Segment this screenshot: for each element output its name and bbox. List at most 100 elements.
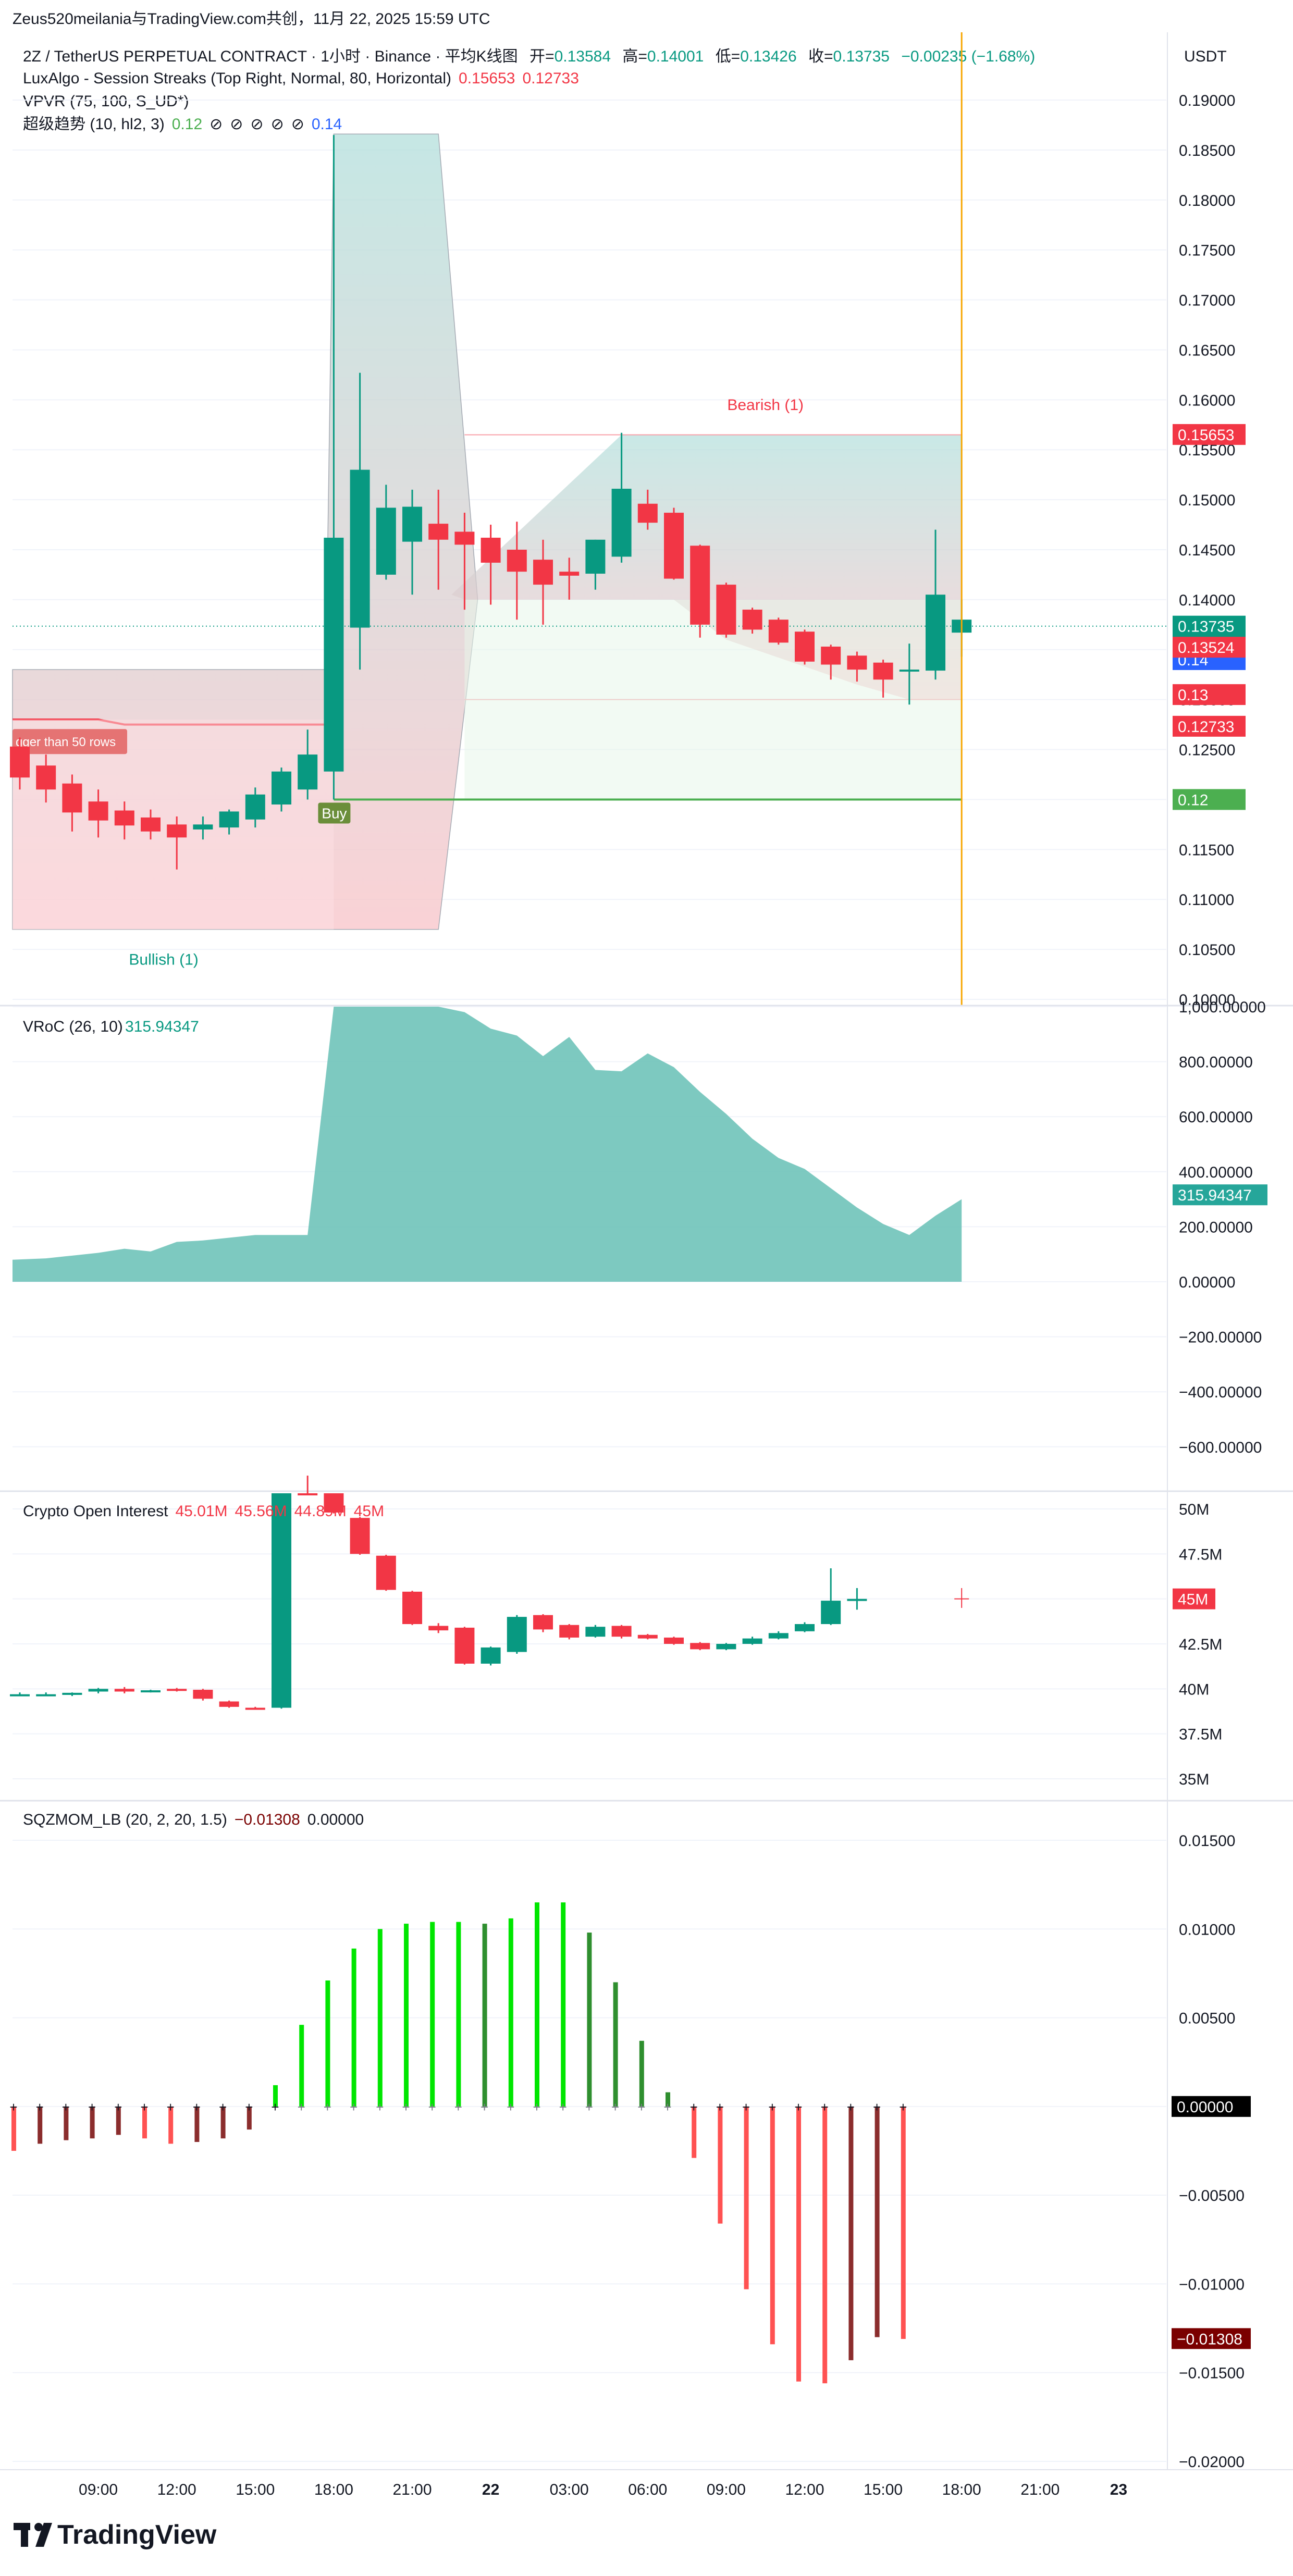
- oi-candle: [847, 1588, 867, 1610]
- oi-candle-body: [219, 1701, 239, 1707]
- squeeze-dot: +: [899, 2099, 907, 2115]
- vroc-tick-label: −400.00000: [1179, 1384, 1262, 1401]
- open-interest-pane[interactable]: 50M 47.5M 45M 42.5M 40M 37.5M 35M Crypto Open I…: [0, 1476, 1293, 1802]
- sqz-value: −0.01308: [235, 1811, 300, 1828]
- bearish-streak-label: Bearish (1): [727, 397, 804, 414]
- indicator-legend-2: 超级趋势 (10, hl2, 3) 0.12 ⊘ ⊘ ⊘ ⊘ ⊘ 0.14: [23, 116, 342, 133]
- price-badge-text: 0.13524: [1178, 639, 1234, 657]
- squeeze-bar: [613, 1982, 618, 2107]
- candle-body: [114, 810, 134, 826]
- squeeze-dot: +: [88, 2099, 96, 2115]
- oi-candle: [507, 1615, 527, 1654]
- candle-body: [795, 631, 815, 662]
- oi-candle-body: [62, 1692, 82, 1695]
- oi-candle-body: [376, 1555, 396, 1590]
- vroc-tick-label: −600.00000: [1179, 1439, 1262, 1456]
- open-label: 开=: [529, 48, 555, 65]
- candle: [481, 525, 501, 605]
- candle: [350, 373, 370, 670]
- squeeze-dot: +: [402, 2099, 410, 2115]
- squeeze-bar: [168, 2106, 174, 2144]
- squeeze-dot: +: [114, 2099, 122, 2115]
- squeeze-dot: +: [219, 2099, 227, 2115]
- vroc-tick-label: 400.00000: [1179, 1164, 1253, 1181]
- oi-candle: [167, 1688, 187, 1692]
- close-label: 收=: [808, 48, 833, 65]
- indicator-value: ⊘: [291, 116, 304, 133]
- currency-label[interactable]: USDT: [1184, 48, 1227, 65]
- squeeze-dot: +: [9, 2099, 17, 2115]
- candle-body: [428, 524, 449, 540]
- oi-candle: [664, 1637, 684, 1645]
- sqz-value: 0.00000: [307, 1811, 364, 1828]
- squeeze-bar: [718, 2106, 723, 2224]
- price-tick-label: 0.11000: [1179, 891, 1234, 909]
- squeeze-bar: [64, 2106, 69, 2140]
- oi-candle: [559, 1624, 580, 1640]
- sqz-tick-label: −0.02000: [1179, 2454, 1245, 2471]
- oi-candle: [402, 1591, 422, 1625]
- candle-body: [873, 662, 893, 680]
- price-tick-label: 0.19000: [1179, 92, 1235, 109]
- bullish-streak-label: Bullish (1): [129, 951, 198, 968]
- oi-candle: [219, 1700, 239, 1708]
- candle-body: [402, 506, 422, 542]
- candle-body: [272, 771, 291, 805]
- oi-tick-label: 50M: [1179, 1501, 1209, 1518]
- candle-body: [768, 620, 789, 643]
- squeeze-dot: +: [271, 2099, 279, 2115]
- oi-candle: [716, 1643, 736, 1651]
- oi-candle-body: [637, 1634, 658, 1639]
- oi-candle: [376, 1555, 396, 1591]
- candle: [141, 809, 161, 840]
- candle-body: [847, 655, 867, 670]
- squeeze-bar: [38, 2106, 43, 2144]
- vroc-pane[interactable]: 1,000.00000 800.00000 600.00000 400.00000 20…: [0, 999, 1293, 1492]
- candle: [324, 135, 344, 800]
- candle: [559, 558, 580, 600]
- candle: [428, 489, 449, 590]
- squeeze-dot: +: [611, 2099, 619, 2115]
- oi-candle: [324, 1493, 344, 1514]
- sqz-tick-label: −0.01000: [1179, 2276, 1245, 2293]
- oi-candle: [611, 1625, 632, 1639]
- squeeze-dot: +: [873, 2099, 881, 2115]
- sqz-tick-label: 0.01000: [1179, 1921, 1235, 1938]
- buy-label: Buy: [322, 805, 347, 821]
- symbol-line[interactable]: 2Z / TetherUS PERPETUAL CONTRACT · 1小时 ·…: [23, 48, 1035, 65]
- candle: [62, 774, 82, 832]
- oi-candle-body: [298, 1493, 318, 1495]
- squeeze-dot: +: [454, 2099, 462, 2115]
- time-tick-label: 21:00: [1020, 2481, 1060, 2498]
- squeeze-bar: [639, 2040, 644, 2107]
- squeeze-bar: [875, 2106, 880, 2337]
- oi-badge: [1173, 1588, 1215, 1609]
- candle: [219, 809, 239, 835]
- candle: [768, 617, 789, 645]
- candle: [10, 737, 30, 790]
- oi-candle-body: [36, 1694, 56, 1696]
- oi-candle-body: [245, 1707, 265, 1710]
- candle-body: [637, 503, 658, 523]
- oi-candle: [637, 1634, 658, 1640]
- oi-candle: [481, 1646, 501, 1666]
- price-pane[interactable]: 0.19000 0.18500 0.18000 0.17500 0.17000 0.165…: [0, 32, 1293, 1009]
- price-tick-label: 0.18000: [1179, 192, 1235, 209]
- oi-candle: [533, 1614, 553, 1632]
- squeeze-dot: +: [62, 2099, 70, 2115]
- oi-candle: [193, 1689, 213, 1701]
- squeeze-momentum-pane[interactable]: 0.01500 0.01000 0.00500 0.00000 −0.00500 −0.0…: [9, 1811, 1251, 2471]
- price-tick-label: 0.16000: [1179, 392, 1235, 409]
- candle-body: [611, 489, 632, 557]
- candle: [873, 659, 893, 698]
- oi-badge-text: 45M: [1178, 1591, 1208, 1608]
- candle-body: [10, 746, 30, 778]
- price-badge: [1173, 684, 1246, 705]
- squeeze-dot: +: [376, 2099, 384, 2115]
- oi-candle: [36, 1692, 56, 1696]
- oi-candle-body: [768, 1633, 789, 1639]
- sqz-tick-label: 0.01500: [1179, 1832, 1235, 1850]
- price-tick-label: 0.14000: [1179, 592, 1235, 609]
- time-axis[interactable]: 09:00 12:00 15:00 18:00 21:00 22 03:00 06:00 09:…: [0, 32, 1293, 2498]
- tradingview-logo[interactable]: TradingView: [14, 2520, 217, 2550]
